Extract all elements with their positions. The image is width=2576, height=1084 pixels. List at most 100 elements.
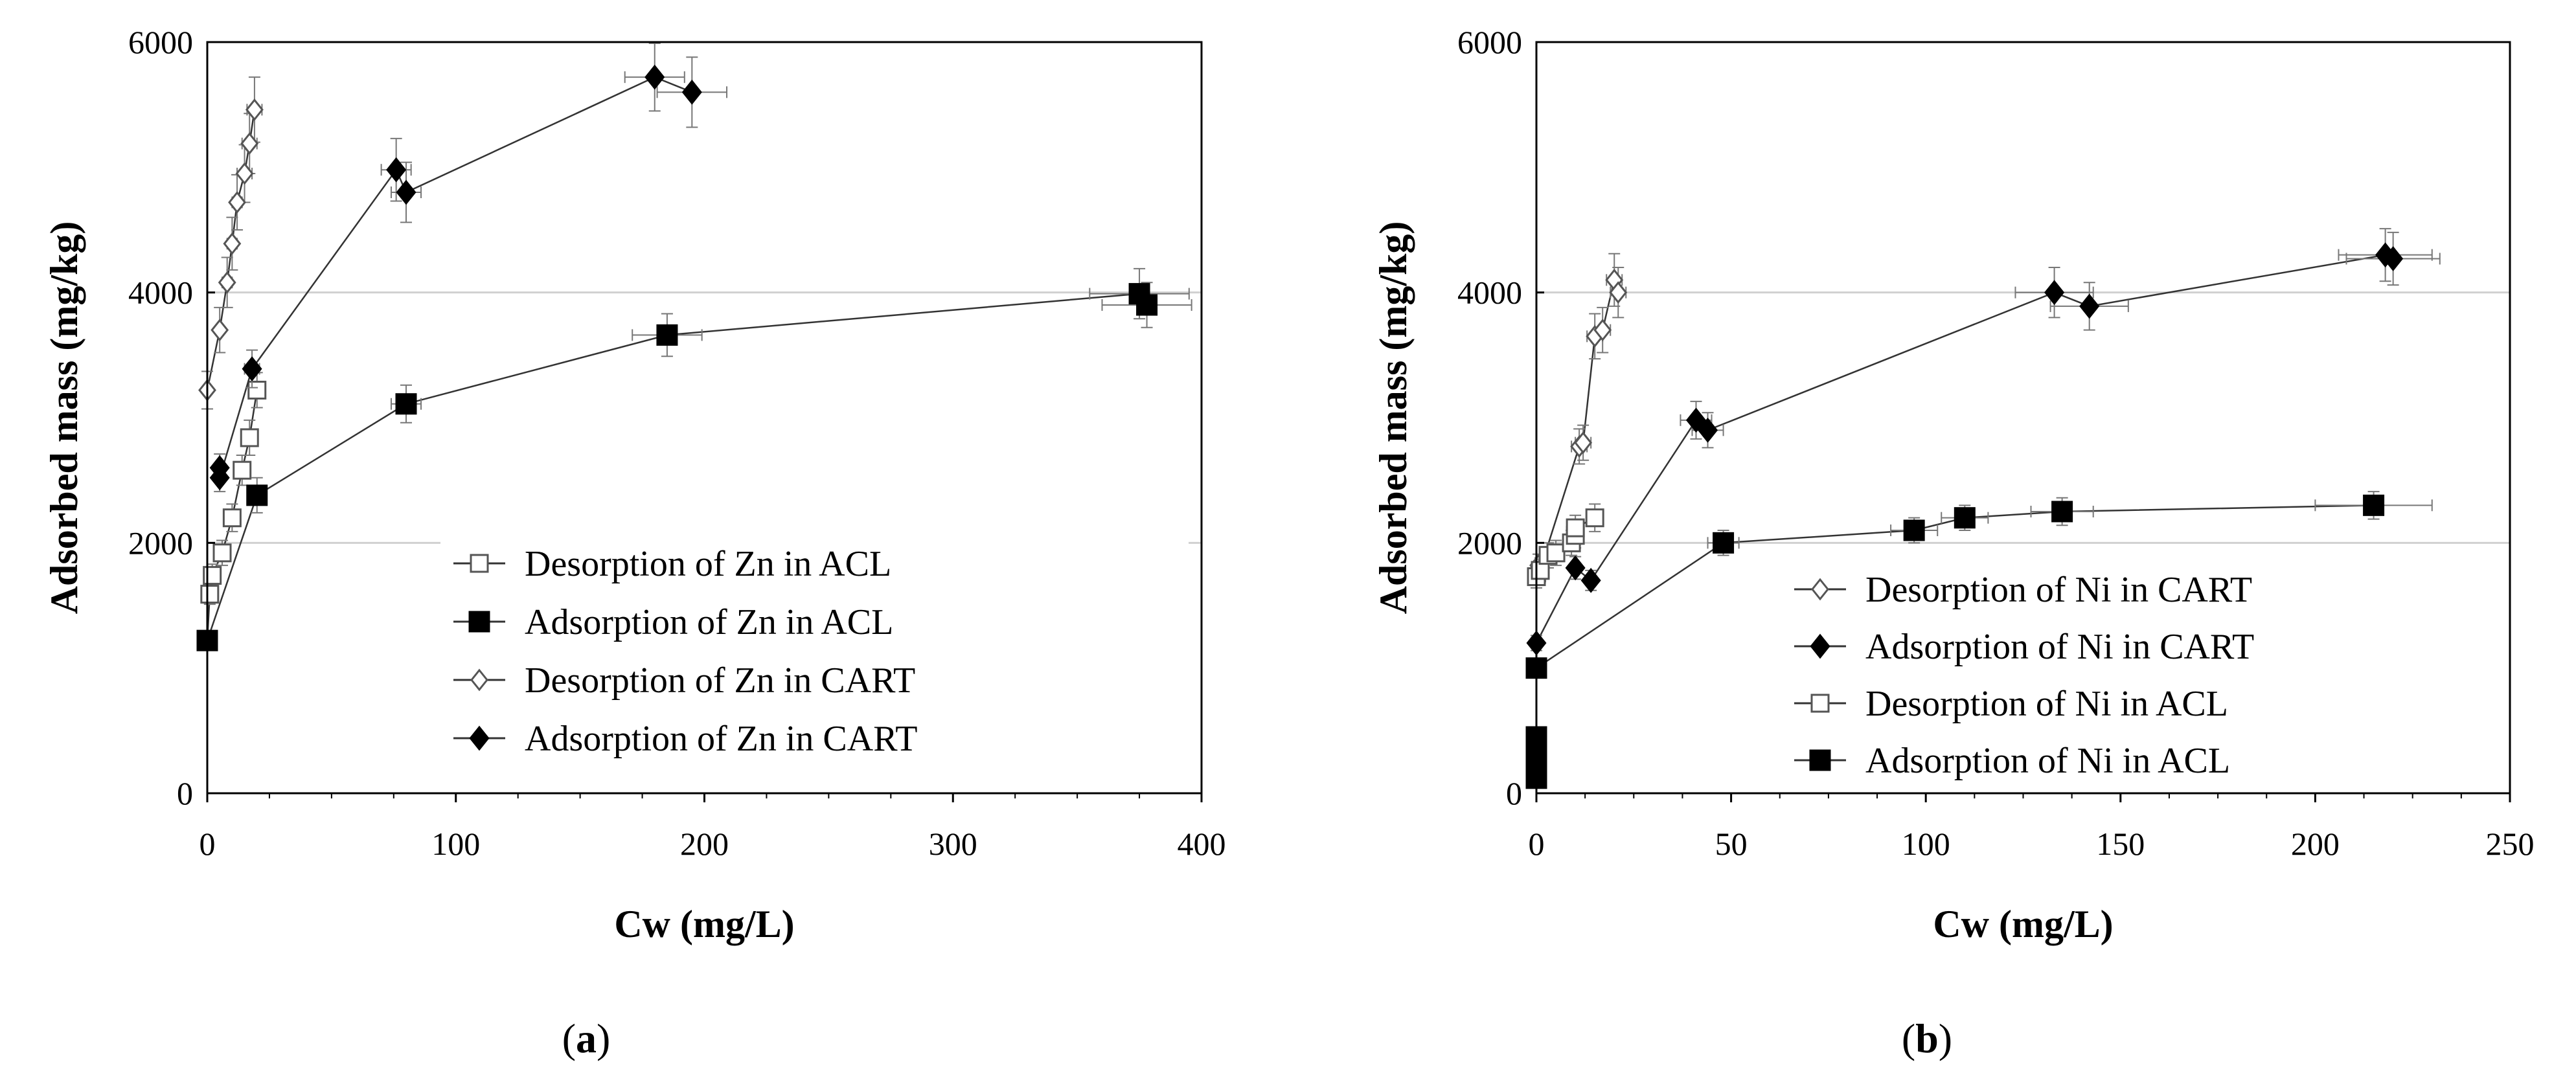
y-tick-labels-a: 0 2000 4000 6000 — [128, 24, 215, 811]
data-point — [2383, 246, 2404, 271]
data-point — [681, 79, 702, 105]
chart-panel-b: 0 2000 4000 6000 0 50 100 150 200 250 Adsorbed m… — [1372, 24, 2535, 1061]
y-tick-label: 0 — [1506, 775, 1522, 811]
series-adsorption-of-zn-in-cart — [209, 42, 728, 493]
data-point — [1574, 431, 1593, 455]
legend-item: Desorption of Ni in CART — [1794, 570, 2252, 610]
panel-letter-b: b — [1915, 1015, 1939, 1061]
data-point — [1593, 319, 1612, 342]
data-point — [644, 64, 665, 90]
y-tick-label: 6000 — [1457, 24, 1522, 60]
data-point — [247, 380, 267, 400]
legend-label: Adsorption of Zn in CART — [525, 719, 917, 759]
legend-label: Adsorption of Ni in CART — [1865, 627, 2254, 667]
data-point — [1713, 532, 1735, 554]
x-tick-labels-a: 0 100 200 300 400 — [199, 793, 1226, 862]
legend-marker — [1811, 578, 1829, 601]
data-point — [228, 191, 246, 214]
x-tick-label: 100 — [1902, 826, 1950, 862]
data-point — [246, 484, 268, 506]
y-tick-label: 4000 — [128, 275, 193, 311]
data-point — [1698, 417, 1718, 443]
data-point — [1580, 567, 1601, 593]
x-tick-labels-b: 0 50 100 150 200 250 — [1529, 793, 2535, 862]
x-tick-label: 0 — [1529, 826, 1545, 862]
series-desorption-of-zn-in-cart — [198, 76, 264, 410]
series-line — [218, 76, 692, 479]
data-point — [218, 271, 236, 294]
data-point — [211, 319, 229, 342]
data-point — [2363, 494, 2385, 516]
legend-marker — [470, 668, 488, 692]
x-tick-label: 200 — [2291, 826, 2340, 862]
y-axis-label-b: Adsorbed mass (mg/kg) — [1372, 221, 1415, 615]
legend-item: Adsorption of Zn in CART — [453, 719, 917, 759]
data-point — [396, 179, 416, 205]
legend-item: Desorption of Zn in ACL — [453, 544, 891, 584]
data-point — [1136, 294, 1158, 316]
x-tick-label: 100 — [431, 826, 480, 862]
data-point — [233, 460, 252, 480]
data-point — [240, 132, 259, 155]
data-point — [222, 508, 242, 528]
x-tick-label: 200 — [680, 826, 729, 862]
data-point — [245, 98, 264, 121]
legend-b: Desorption of Ni in CART Adsorption of Ni… — [1781, 550, 2497, 791]
legend-item: Desorption of Ni in ACL — [1794, 684, 2228, 724]
data-point — [235, 162, 254, 185]
x-tick-label: 50 — [1715, 826, 1748, 862]
panel-letter-a: a — [576, 1015, 597, 1061]
legend-marker — [468, 611, 490, 633]
legend-item: Adsorption of Ni in CART — [1794, 627, 2254, 667]
x-tick-label: 0 — [199, 826, 216, 862]
data-point — [1685, 407, 1707, 433]
data-point — [209, 465, 230, 491]
legend-label: Desorption of Ni in CART — [1865, 570, 2252, 610]
data-point — [2044, 280, 2065, 306]
data-point — [1565, 555, 1586, 581]
legend-marker — [469, 725, 490, 751]
data-point — [212, 543, 232, 563]
data-point — [1903, 519, 1925, 541]
legend-marker — [1810, 633, 1830, 659]
legend-label: Desorption of Ni in ACL — [1865, 684, 2228, 724]
legend-item: Adsorption of Zn in ACL — [453, 602, 893, 642]
y-tick-label: 4000 — [1457, 275, 1522, 311]
legend-item: Desorption of Zn in CART — [453, 661, 915, 701]
x-tick-label: 400 — [1178, 826, 1226, 862]
series-adsorption-of-ni-in-cart — [1526, 228, 2441, 656]
data-point — [395, 393, 417, 415]
data-point — [2079, 293, 2100, 319]
legend-label: Adsorption of Ni in ACL — [1865, 741, 2230, 781]
data-point — [386, 157, 407, 183]
legend-marker — [470, 554, 489, 573]
x-axis-label-b: Cw (mg/L) — [1933, 903, 2113, 945]
y-tick-label: 0 — [177, 775, 193, 811]
data-point — [1954, 507, 1976, 529]
legend-label: Adsorption of Zn in ACL — [525, 602, 893, 642]
gridlines-a — [207, 291, 1202, 544]
x-axis-label-a: Cw (mg/L) — [614, 903, 794, 945]
series-layer-a — [196, 42, 1192, 651]
chart-panel-a: 0 2000 4000 6000 0 100 200 300 400 Adsorbed mas… — [43, 24, 1226, 1061]
legend-label: Desorption of Zn in CART — [525, 661, 915, 701]
data-point — [1609, 281, 1628, 304]
legend-background — [440, 525, 1189, 771]
legend-a: Desorption of Zn in ACL Adsorption of Zn … — [440, 525, 1189, 771]
data-point — [656, 324, 678, 346]
data-point — [200, 585, 220, 604]
legend-item: Adsorption of Ni in ACL — [1794, 741, 2230, 781]
data-point — [240, 428, 259, 447]
y-tick-label: 2000 — [1457, 525, 1522, 561]
legend-label: Desorption of Zn in ACL — [525, 544, 891, 584]
y-tick-label: 2000 — [128, 525, 193, 561]
data-point — [1566, 518, 1585, 537]
legend-background — [1781, 550, 2497, 791]
x-tick-label: 300 — [929, 826, 977, 862]
panel-label-b: (b) — [1902, 1015, 1952, 1061]
data-point — [242, 356, 262, 382]
data-point — [1585, 508, 1604, 528]
data-point — [223, 232, 242, 255]
y-tick-labels-b: 0 2000 4000 6000 — [1457, 24, 1544, 811]
